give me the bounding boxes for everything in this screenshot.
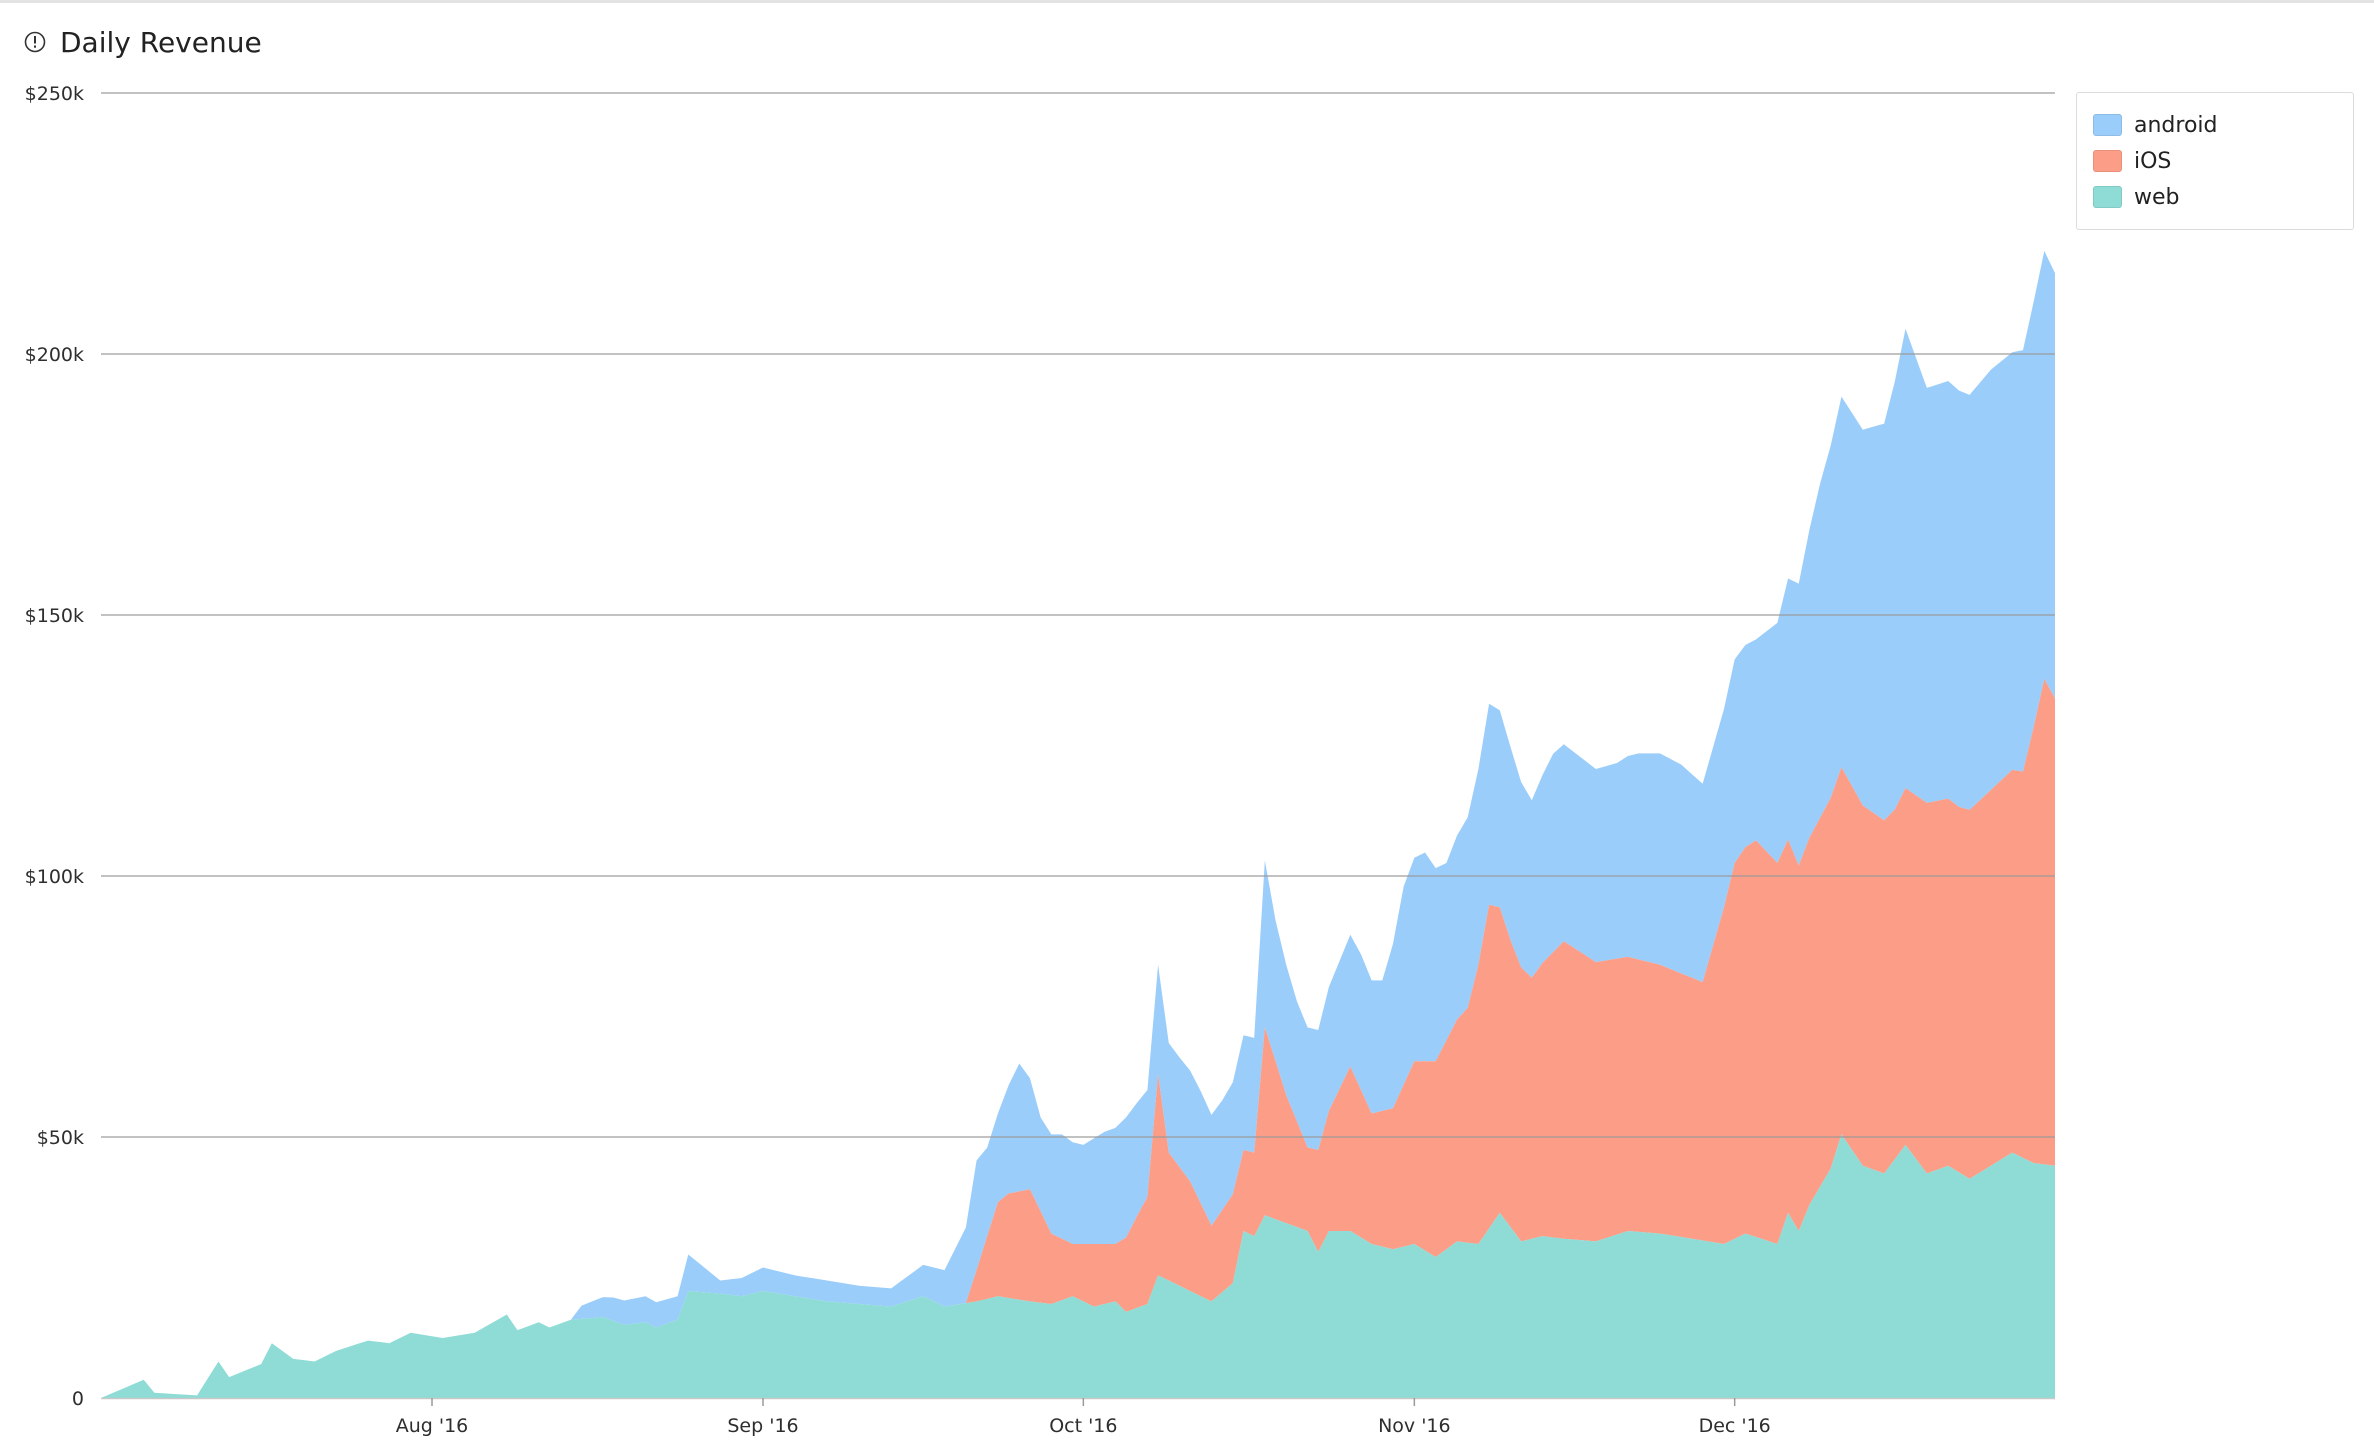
y-axis: 0 $50k $100k $150k $200k $250k <box>25 83 84 1410</box>
x-tick-label: Aug '16 <box>396 1415 469 1437</box>
y-tick-label: $100k <box>25 866 84 888</box>
area-series-ios[interactable] <box>101 678 2055 1398</box>
y-tick-label: 0 <box>72 1388 84 1410</box>
y-tick-label: $200k <box>25 344 84 366</box>
x-tick-label: Sep '16 <box>727 1415 798 1437</box>
x-axis: Aug '16 Sep '16 Oct '16 Nov '16 Dec '16 <box>101 1397 2055 1437</box>
legend-label: web <box>2134 184 2180 210</box>
area-series-web[interactable] <box>101 1134 2055 1398</box>
chart-header: Daily Revenue <box>24 22 262 62</box>
legend-label: android <box>2134 112 2218 138</box>
top-border <box>0 0 2374 3</box>
legend-item-ios[interactable]: iOS <box>2093 143 2353 179</box>
legend-swatch <box>2093 114 2122 136</box>
legend-swatch <box>2093 186 2122 208</box>
chart-legend: android iOS web <box>2076 92 2354 230</box>
x-tick-label: Oct '16 <box>1049 1415 1117 1437</box>
legend-label: iOS <box>2134 148 2172 174</box>
chart-title: Daily Revenue <box>60 25 262 59</box>
gridlines <box>101 92 2055 1138</box>
y-tick-label: $50k <box>37 1127 84 1149</box>
area-series-group <box>101 250 2055 1398</box>
legend-swatch <box>2093 150 2122 172</box>
y-tick-label: $150k <box>25 605 84 627</box>
x-tick-label: Nov '16 <box>1378 1415 1451 1437</box>
info-icon[interactable] <box>24 31 46 53</box>
area-series-android[interactable] <box>101 250 2055 1398</box>
x-tick-label: Dec '16 <box>1699 1415 1771 1437</box>
y-tick-label: $250k <box>25 83 84 105</box>
legend-item-web[interactable]: web <box>2093 179 2353 215</box>
legend-item-android[interactable]: android <box>2093 107 2353 143</box>
